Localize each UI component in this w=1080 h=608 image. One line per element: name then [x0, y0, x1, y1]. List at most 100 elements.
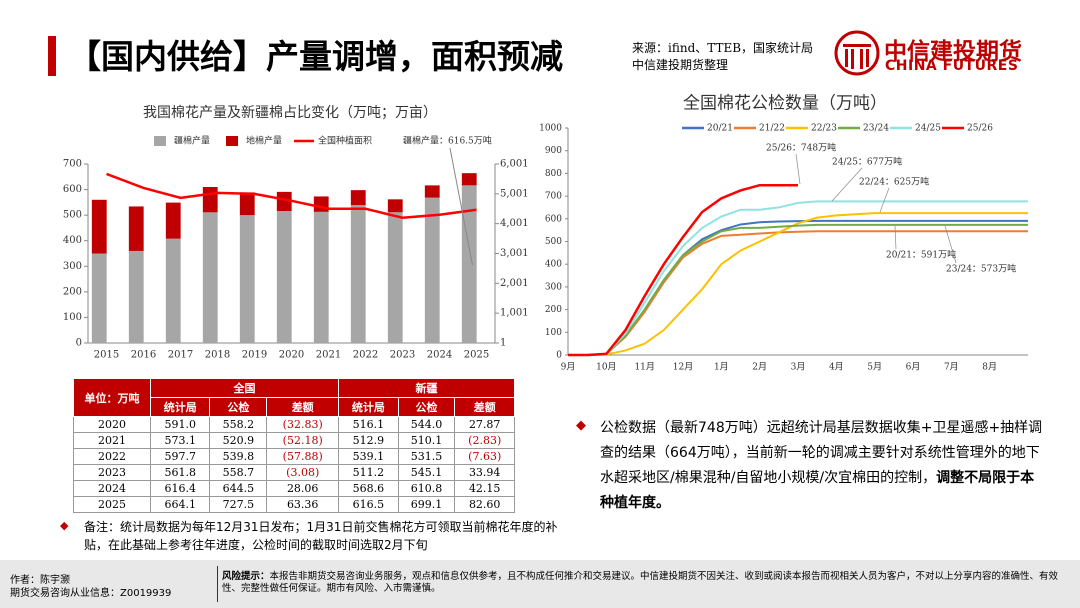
table-cell: 644.5: [209, 480, 268, 497]
legend-swatch: [154, 136, 166, 146]
table-cell: 516.1: [338, 416, 399, 433]
bar: [91, 253, 107, 343]
y-tick-label: 700: [545, 192, 562, 202]
y-tick-label: 0: [556, 351, 562, 361]
table-row: 2020 591.0 558.2 (32.83) 516.1 544.0 27.87: [73, 416, 515, 433]
table-row: 2024 616.4 644.5 28.06 568.6 610.8 42.15: [73, 480, 515, 497]
x-tick-label: 2017: [168, 350, 193, 361]
table-cell: 510.1: [397, 432, 456, 449]
bar: [128, 206, 144, 251]
bar: [461, 173, 477, 186]
bar: [202, 187, 218, 213]
table-cell: 82.60: [454, 496, 515, 513]
y-tick-label: 600: [63, 184, 82, 195]
bar: [387, 212, 403, 343]
table-cell: 539.1: [338, 448, 399, 465]
y-tick-label: 800: [545, 169, 562, 179]
table-row: 2025 664.1 727.5 63.36 616.5 699.1 82.60: [73, 496, 515, 513]
annotation: 25/26：748万吨: [766, 142, 836, 154]
x-tick-label: 2015: [94, 350, 119, 361]
y2-tick-label: 5,001: [500, 188, 529, 199]
table-cell: (57.88): [266, 448, 340, 465]
annotation-leader: [831, 167, 863, 202]
table-cell: 42.15: [454, 480, 515, 497]
table-row: 单位：万吨 全国 新疆: [73, 378, 515, 417]
chart-title: 全国棉花公检数量（万吨）: [683, 94, 887, 114]
author: 作者：陈宇灏: [10, 575, 70, 586]
source: 来源：ifind、TTEB，国家统计局: [632, 41, 814, 55]
risk-label: 风险提示：: [222, 571, 270, 582]
y-tick-label: 900: [545, 146, 562, 156]
table-cell: 512.9: [338, 432, 399, 449]
legend-label: 全国种植面积: [318, 135, 372, 147]
bar: [276, 211, 292, 343]
annotation-leader: [944, 225, 957, 264]
y-tick-label: 200: [63, 286, 82, 297]
y2-tick-label: 2,001: [500, 278, 529, 289]
logo-icon: [834, 30, 880, 76]
x-tick-label: 2022: [353, 350, 378, 361]
bar: [313, 211, 329, 343]
y-tick-label: 500: [63, 210, 82, 221]
legend-label: 地棉产量: [246, 135, 282, 147]
bar: [239, 215, 255, 343]
table-cell: 610.8: [397, 480, 456, 497]
annotation: 20/21：591万吨: [886, 249, 956, 261]
slide-title: 【国内供给】产量调增，面积预减: [68, 37, 563, 76]
table-cell: 558.2: [209, 416, 268, 433]
legend-label: 25/26: [967, 124, 993, 134]
x-tick-label: 2021: [316, 350, 341, 361]
bar: [128, 250, 144, 343]
table-cell: 2021: [73, 432, 151, 449]
divider: [217, 566, 218, 602]
table-cell: 27.87: [454, 416, 515, 433]
x-tick-label: 2018: [205, 350, 230, 361]
bar: [350, 190, 366, 206]
table-cell: 545.1: [397, 464, 456, 481]
legend-label: 22/23: [811, 124, 837, 134]
column-header: 差额: [266, 397, 340, 417]
column-header: 统计局: [149, 397, 211, 417]
annotation-leader: [879, 187, 890, 213]
x-tick-label: 2023: [390, 350, 415, 361]
table-cell: 568.6: [338, 480, 399, 497]
y-tick-label: 1000: [539, 124, 562, 134]
table-row: 统计局 公检 差额 统计局 公检 差额: [74, 397, 515, 417]
x-tick-label: 11月: [634, 362, 654, 373]
table-cell: 511.2: [338, 464, 399, 481]
y-tick-label: 500: [545, 237, 562, 247]
bar: [424, 185, 440, 198]
title-bar: [48, 36, 56, 76]
series-line: [568, 183, 798, 357]
y-tick-label: 400: [63, 235, 82, 246]
risk-text: 本报告非期货交易咨询业务服务，观点和信息仅供参考，且不构成任何推介和交易建议。中…: [222, 571, 1059, 594]
y2-tick-label: 1: [500, 338, 506, 349]
series-line: [568, 212, 1028, 356]
y-tick-label: 300: [63, 261, 82, 272]
x-tick-label: 2月: [752, 362, 767, 373]
risk: 风险提示：本报告非期货交易咨询业务服务，观点和信息仅供参考，且不构成任何推介和交…: [222, 571, 1062, 595]
y-tick-label: 300: [545, 282, 562, 292]
table-cell: 539.8: [209, 448, 268, 465]
x-tick-label: 2024: [427, 350, 452, 361]
note-text: 公检数据（最新748万吨）远超统计局基层数据收集+卫星遥感+抽样调查的结果（66…: [600, 420, 1043, 486]
table-cell: 727.5: [209, 496, 268, 513]
table-cell: 2024: [73, 480, 151, 497]
annotation-leader: [795, 153, 801, 185]
table-cell: 544.0: [397, 416, 456, 433]
y-tick-label: 400: [545, 260, 562, 270]
table-cell: 2022: [73, 448, 151, 465]
bar: [350, 205, 366, 343]
x-tick-label: 2019: [242, 350, 267, 361]
data-table: 单位：万吨 全国 新疆 统计局 公检 差额 统计局 公检 差额 2020 591.0 558.2 (32…: [73, 378, 515, 513]
table-cell: (7.63): [454, 448, 515, 465]
column-header: 公检: [209, 397, 268, 417]
x-tick-label: 2016: [131, 350, 156, 361]
bullet: ◆: [60, 519, 69, 532]
x-tick-label: 4月: [829, 362, 844, 373]
series-line: [568, 200, 1028, 356]
bullet: ◆: [576, 418, 586, 433]
table-cell: 597.7: [149, 448, 211, 465]
y-tick-label: 0: [76, 338, 82, 349]
x-tick-label: 5月: [867, 362, 882, 373]
